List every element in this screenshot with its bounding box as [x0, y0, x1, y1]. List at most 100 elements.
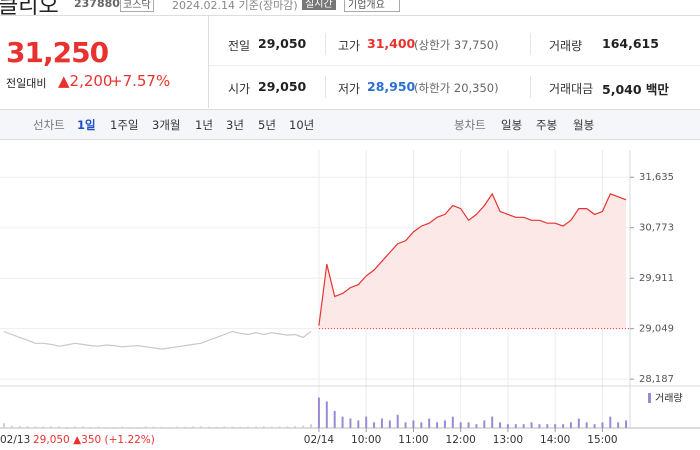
- info-text: 29,050 ▲350 (+1.22%): [33, 434, 155, 446]
- volume-bar: [128, 427, 131, 428]
- volume-bar: [506, 424, 509, 428]
- volume-bar: [215, 426, 218, 428]
- date: 2024.02.14 기준(장마감): [172, 0, 298, 12]
- volume-bar: [341, 416, 344, 428]
- volume-bar: [420, 422, 423, 428]
- volume-bar: [333, 410, 336, 428]
- volume-bar: [436, 422, 439, 428]
- volume-bar: [388, 420, 391, 428]
- volume-bar: [349, 418, 352, 428]
- volume-bar: [58, 426, 61, 428]
- tab[interactable]: 월봉: [573, 118, 595, 132]
- volume-bar: [270, 426, 273, 428]
- tab[interactable]: 10년: [289, 118, 315, 132]
- y-tick-label: 29,911: [639, 273, 674, 284]
- volume-bar: [176, 426, 179, 428]
- volume-bar: [278, 426, 281, 428]
- volume-bar: [231, 426, 234, 428]
- line: [318, 192, 627, 326]
- volume-bar: [247, 426, 250, 428]
- tab[interactable]: 3년: [226, 118, 244, 132]
- x-tick-label: 14:00: [540, 434, 570, 446]
- y-tick-label: 29,049: [639, 324, 674, 335]
- volume-bar: [491, 416, 494, 428]
- cell-value: 28,950: [367, 79, 416, 94]
- volume-bar: [396, 414, 399, 428]
- volume-bar: [459, 422, 462, 428]
- divider: [530, 76, 531, 98]
- volume-bar: [89, 426, 92, 428]
- cell-label: 거래대금: [549, 82, 594, 96]
- x-tick-label: 13:00: [493, 434, 523, 446]
- volume-bar: [136, 426, 139, 428]
- volume-bar: [546, 424, 549, 428]
- x-tick-label: 12:00: [446, 434, 476, 446]
- volume-bar: [310, 424, 313, 428]
- volume-bar: [168, 427, 171, 428]
- volume-bar: [160, 426, 163, 428]
- change-rate: +7.57%: [110, 72, 171, 90]
- volume-bar: [254, 426, 257, 428]
- volume-bar: [577, 418, 580, 428]
- volume-bar: [121, 426, 124, 428]
- tab[interactable]: 1일: [77, 118, 96, 132]
- realtime-badge[interactable]: 실시간: [302, 0, 336, 10]
- cell-value: 29,050: [258, 79, 307, 94]
- volume-bar: [184, 426, 187, 428]
- x-tick-label: 11:00: [398, 434, 428, 446]
- volume-bar: [562, 424, 565, 428]
- cell-label: 저가: [338, 82, 361, 96]
- volume-bar: [522, 424, 525, 428]
- volume-bar: [152, 426, 155, 428]
- tab[interactable]: 5년: [258, 118, 276, 132]
- volume-bar: [569, 422, 572, 428]
- tab[interactable]: 1주일: [110, 118, 139, 132]
- volume-bar: [357, 420, 360, 428]
- volume-bar: [65, 426, 68, 428]
- volume-bar: [380, 418, 383, 428]
- volume-bar: [325, 401, 328, 428]
- tab[interactable]: 주봉: [536, 118, 558, 132]
- volume-bar: [34, 426, 37, 428]
- tab[interactable]: 3개월: [152, 118, 181, 132]
- volume-bar: [81, 426, 84, 428]
- volume-bar: [302, 425, 305, 428]
- volume-bar: [365, 416, 368, 428]
- tab[interactable]: 1년: [195, 118, 213, 132]
- market-badge: 코스닥: [120, 0, 154, 12]
- divider: [209, 65, 700, 66]
- y-tick-label: 30,773: [639, 223, 674, 234]
- tab-bar: [0, 109, 700, 140]
- volume-bar: [73, 426, 76, 428]
- volume-bar: [191, 426, 194, 428]
- cell-label: 시가: [228, 82, 251, 96]
- cell-value: 164,615: [602, 36, 659, 51]
- x-tick-label: 10:00: [351, 434, 381, 446]
- volume-bar: [42, 426, 45, 428]
- volume-bar: [18, 426, 21, 428]
- volume-bar: [609, 416, 612, 428]
- current-price: 31,250: [6, 36, 109, 69]
- legend-label: 거래량: [655, 393, 683, 405]
- cell-value: 29,050: [258, 36, 307, 51]
- volume-bar: [373, 422, 376, 428]
- volume-bar: [514, 424, 517, 428]
- cell-value: 31,400: [367, 36, 416, 51]
- change-label: 전일대비: [6, 77, 47, 90]
- divider: [325, 33, 326, 55]
- tab[interactable]: 일봉: [501, 118, 523, 132]
- company-info-button[interactable]: 기업개요: [344, 0, 400, 12]
- cell-label: 전일: [228, 39, 251, 53]
- volume-bar: [625, 420, 628, 428]
- line: [3, 330, 312, 350]
- change: ▲2,200: [58, 72, 113, 90]
- volume-bar: [294, 426, 297, 428]
- volume-bar: [412, 420, 415, 428]
- stock-name: 클리오: [0, 0, 59, 19]
- divider: [325, 76, 326, 98]
- volume-bar: [113, 426, 116, 428]
- volume-bar: [2, 423, 5, 428]
